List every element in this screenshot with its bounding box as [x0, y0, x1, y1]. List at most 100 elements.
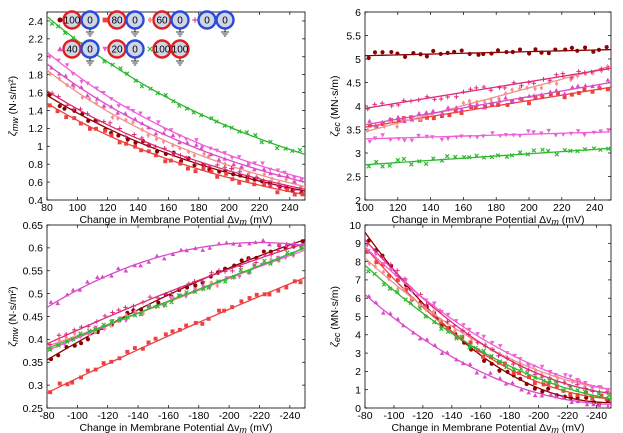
data-point — [373, 123, 379, 128]
data-point — [553, 47, 558, 52]
data-point — [393, 273, 399, 278]
data-point — [124, 117, 128, 123]
data-point — [582, 389, 588, 394]
data-point — [459, 111, 464, 115]
data-point — [297, 147, 303, 153]
y-tick-label: 5 — [355, 54, 361, 66]
data-point — [153, 131, 159, 136]
data-point — [109, 359, 114, 364]
data-point — [488, 370, 493, 375]
data-point — [590, 89, 595, 94]
data-point — [299, 242, 305, 247]
data-point — [431, 116, 436, 121]
data-point — [445, 319, 450, 324]
cell-label: 0 — [132, 45, 138, 56]
data-point — [539, 364, 545, 369]
data-point — [503, 381, 509, 386]
data-point — [432, 301, 437, 306]
plot-area — [365, 45, 611, 169]
data-point — [237, 169, 243, 175]
data-point — [574, 377, 580, 383]
data-point — [214, 119, 219, 124]
data-point — [276, 179, 281, 186]
data-point — [222, 151, 228, 156]
y-tick-label: 3 — [355, 148, 361, 160]
data-point — [430, 108, 436, 113]
data-point — [163, 292, 169, 297]
x-tick-label: -240 — [279, 410, 300, 422]
data-point — [57, 381, 62, 386]
x-axis-label: Change in Membrane Potential Δvm (mV) — [79, 214, 272, 227]
data-point — [505, 369, 510, 374]
data-point — [467, 361, 473, 367]
data-point — [597, 385, 602, 390]
data-point — [423, 304, 428, 309]
data-point — [193, 169, 198, 174]
data-point — [539, 131, 544, 136]
panel-tr: 100 120 140 160 180 200 220 240 2 2.5 3 3.5 4 4.5 5 5.5… — [329, 7, 612, 227]
data-point — [102, 59, 107, 64]
fit-line — [47, 51, 305, 180]
data-point — [231, 161, 237, 166]
x-tick-label: -140 — [441, 410, 462, 422]
data-point — [605, 404, 611, 408]
data-point — [438, 326, 444, 332]
data-point — [298, 186, 304, 192]
data-point — [584, 395, 589, 400]
data-point — [47, 342, 53, 347]
x-axis-label: Change in Membrane Potential Δvm (mV) — [391, 214, 584, 227]
data-point — [101, 104, 106, 111]
data-point — [224, 240, 229, 245]
data-point — [252, 167, 257, 172]
data-point — [201, 162, 207, 168]
data-point — [547, 378, 552, 383]
cell-label: 100 — [64, 16, 81, 27]
data-point — [532, 381, 537, 386]
data-point — [55, 24, 61, 29]
legend-marker — [147, 16, 153, 24]
data-point — [78, 84, 84, 90]
data-point — [539, 393, 545, 398]
data-point — [474, 135, 480, 140]
data-point — [200, 247, 206, 252]
data-point — [146, 142, 152, 147]
data-point — [496, 103, 501, 107]
data-point — [476, 348, 481, 353]
data-point — [206, 316, 211, 321]
data-point — [70, 336, 76, 342]
data-point — [438, 51, 443, 57]
data-point — [489, 353, 494, 359]
data-point — [596, 402, 602, 407]
legend-marker — [57, 46, 63, 52]
data-point — [252, 262, 257, 268]
data-point — [92, 326, 98, 332]
data-point — [163, 92, 168, 98]
y-tick-label: 2 — [355, 366, 361, 378]
series-c100 — [365, 45, 611, 61]
data-point — [396, 285, 400, 292]
data-point — [541, 77, 546, 82]
data-point — [423, 110, 429, 115]
data-point — [223, 161, 227, 167]
data-point — [170, 152, 176, 158]
data-point — [125, 106, 131, 111]
y-axis-label: ζec (MN·s/m) — [329, 75, 342, 136]
data-point — [438, 96, 444, 102]
data-point — [146, 259, 152, 264]
data-point — [511, 80, 517, 86]
y-tick-label: 2 — [355, 195, 361, 207]
data-point — [409, 289, 415, 294]
data-point — [253, 239, 258, 245]
data-point — [193, 245, 198, 251]
legend-item: 40 0 — [57, 39, 100, 66]
data-point — [519, 387, 524, 392]
y-tick-label: 3 — [355, 348, 361, 360]
data-point — [208, 146, 213, 151]
data-point — [123, 268, 129, 273]
data-point — [184, 106, 190, 111]
data-point — [207, 245, 213, 250]
data-point — [275, 190, 280, 195]
y-tick-label: 0.5 — [28, 288, 43, 300]
cell-label: 0 — [222, 16, 228, 27]
